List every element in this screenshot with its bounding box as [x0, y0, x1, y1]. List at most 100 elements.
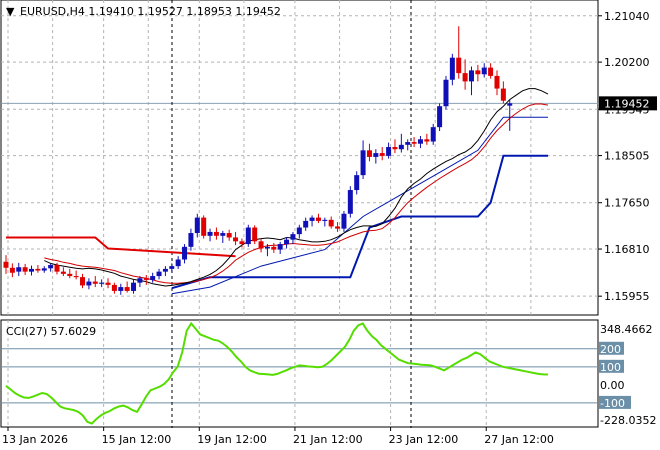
cci-panel-frame	[0, 319, 599, 428]
cci-level-tag	[599, 395, 631, 409]
cci-tick-label: 100	[600, 361, 621, 374]
candle-body	[182, 246, 188, 260]
candle-body	[131, 282, 137, 291]
candle-body	[309, 217, 315, 221]
candle-body	[494, 75, 500, 89]
candle-body	[456, 57, 462, 74]
price-tick-label: 1.16810	[604, 243, 650, 256]
cci-grid	[1, 320, 598, 427]
time-tick-label: 13 Jan 2026	[2, 433, 68, 446]
candle-body	[258, 241, 264, 249]
candle-body	[54, 265, 60, 272]
candle-body	[341, 213, 347, 229]
candle-body	[443, 79, 449, 107]
candle-body	[60, 271, 66, 274]
candle-body	[105, 282, 111, 285]
price-tick-label: 1.15955	[604, 290, 650, 303]
candle-body	[328, 219, 334, 227]
ma-fast-line	[44, 88, 549, 287]
candle-body	[226, 233, 232, 238]
candle-body	[169, 266, 175, 269]
main-chart-frame	[0, 0, 599, 316]
candle-body	[379, 153, 385, 156]
candle-body	[360, 150, 366, 176]
candle-body	[86, 281, 92, 286]
candles	[3, 26, 513, 295]
cci-tick-label: -228.0352	[600, 414, 656, 427]
candle-body	[150, 276, 156, 280]
candle-body	[500, 88, 506, 101]
candle-body	[111, 284, 117, 291]
candle-body	[188, 233, 194, 247]
candle-body	[252, 227, 258, 242]
candle-body	[245, 227, 251, 245]
cci-title: CCI(27) 57.6029	[6, 325, 96, 338]
candle-body	[424, 139, 430, 142]
candle-body	[468, 70, 474, 82]
support-step-line	[171, 154, 548, 290]
candle-body	[233, 237, 239, 242]
time-tick-label: 15 Jan 12:00	[102, 433, 172, 446]
candle-body	[296, 227, 302, 235]
candle-body	[430, 127, 436, 142]
candle-body	[481, 67, 487, 75]
cci-tick-label: 348.4662	[600, 323, 653, 336]
candle-body	[303, 220, 309, 228]
price-tick-label: 1.17650	[604, 197, 650, 210]
cci-tick-label: 0.00	[600, 379, 625, 392]
candle-body	[137, 278, 143, 283]
candle-body	[162, 268, 168, 272]
candle-body	[405, 142, 411, 145]
candle-body	[322, 219, 328, 221]
candle-body	[264, 246, 270, 249]
ma-slow-line	[44, 103, 549, 284]
candle-body	[373, 153, 379, 157]
candle-body	[213, 231, 219, 236]
price-tick-label: 1.18505	[604, 150, 650, 163]
candle-body	[118, 287, 124, 291]
cci-tick-label: 200	[600, 343, 621, 356]
candle-body	[315, 217, 321, 221]
candle-body	[175, 259, 181, 267]
chart-title: EURUSD,H4 1.19410 1.19527 1.18953 1.1945…	[20, 5, 281, 18]
candle-body	[41, 268, 47, 271]
overlay-lines	[6, 88, 549, 295]
candle-body	[277, 244, 283, 250]
candle-body	[417, 139, 423, 144]
candle-body	[156, 271, 162, 277]
time-tick-label: 27 Jan 12:00	[484, 433, 554, 446]
candle-body	[366, 150, 372, 157]
candle-body	[290, 234, 296, 240]
candle-body	[488, 67, 494, 76]
candle-body	[35, 268, 41, 271]
candle-body	[220, 233, 226, 236]
cci-tick-label: -100	[600, 397, 625, 410]
candle-body	[9, 267, 15, 273]
price-axis: 1.210401.202001.193451.185051.176501.168…	[598, 10, 650, 303]
cci-level-tag	[599, 341, 624, 355]
candle-body	[201, 217, 207, 236]
time-tick-label: 21 Jan 12:00	[293, 433, 363, 446]
candle-body	[73, 276, 79, 278]
price-tick-label: 1.20200	[604, 56, 650, 69]
candle-body	[386, 147, 392, 156]
candle-body	[80, 277, 86, 286]
candle-body	[411, 142, 417, 144]
candle-body	[449, 57, 455, 80]
current-price-tag: 1.19452	[599, 96, 657, 111]
price-tick-label: 1.21040	[604, 10, 650, 23]
current-price-label: 1.19452	[604, 97, 650, 110]
cci-level-tag	[599, 359, 624, 373]
candle-body	[124, 287, 130, 291]
time-tick-label: 23 Jan 12:00	[389, 433, 459, 446]
candle-body	[347, 190, 353, 214]
candle-body	[22, 267, 28, 272]
candle-body	[48, 265, 54, 269]
upper-envelope-line	[6, 236, 236, 258]
candle-body	[67, 273, 73, 277]
chart-title-marker: ▼	[6, 5, 15, 18]
cci-axis: 348.4662 200 100 0.00 -100 -228.0352	[599, 323, 656, 427]
candle-body	[3, 261, 9, 268]
candle-body	[335, 226, 341, 229]
